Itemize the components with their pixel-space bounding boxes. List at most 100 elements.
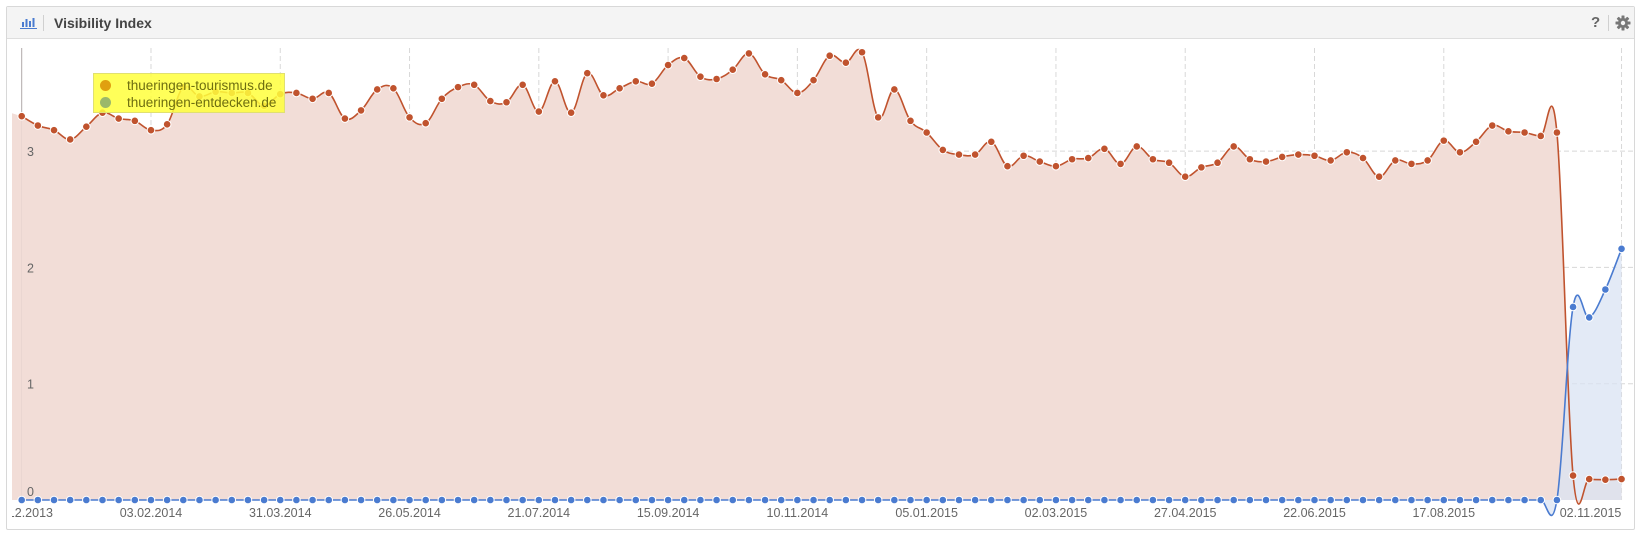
gear-icon[interactable] xyxy=(1615,15,1631,31)
data-point xyxy=(1584,474,1594,484)
panel-header: Visibility Index ? xyxy=(7,7,1634,39)
data-point xyxy=(1229,142,1238,151)
data-point xyxy=(938,495,948,505)
data-point xyxy=(1358,495,1368,505)
data-point xyxy=(1294,150,1303,159)
data-point xyxy=(615,83,624,93)
data-point xyxy=(1035,495,1045,505)
data-point xyxy=(162,120,172,129)
data-point xyxy=(1520,128,1529,137)
data-point xyxy=(954,150,964,159)
data-point xyxy=(1391,156,1400,165)
data-point xyxy=(211,495,220,505)
data-point xyxy=(130,116,140,126)
data-point xyxy=(1051,495,1061,505)
x-tick-label: 02.11.2015 xyxy=(1560,506,1622,520)
data-point xyxy=(1197,163,1206,172)
y-tick-label: 1 xyxy=(27,378,34,392)
data-point xyxy=(1601,285,1610,294)
data-point xyxy=(696,495,705,505)
data-point xyxy=(615,495,624,505)
legend-item-entdecken[interactable]: thueringen-entdecken.de xyxy=(100,93,276,111)
data-point xyxy=(1374,495,1384,505)
data-point xyxy=(1584,313,1594,322)
data-point xyxy=(469,495,479,505)
x-tick-label: 05.01.2015 xyxy=(895,506,958,520)
data-point xyxy=(583,68,592,78)
data-point xyxy=(1617,244,1626,254)
data-point xyxy=(1213,495,1222,505)
data-point xyxy=(1067,154,1077,164)
data-point xyxy=(1132,142,1142,151)
data-point xyxy=(227,495,237,505)
data-point xyxy=(486,96,495,106)
data-point xyxy=(146,495,156,505)
data-point xyxy=(1423,495,1432,505)
data-point xyxy=(1423,156,1432,165)
data-point xyxy=(1164,495,1174,505)
x-tick-label: 26.05.2014 xyxy=(378,506,441,520)
data-point xyxy=(1229,495,1238,505)
header-divider xyxy=(43,15,44,31)
data-point xyxy=(841,58,851,68)
data-point xyxy=(179,495,188,505)
x-tick-label: 02.03.2015 xyxy=(1025,506,1088,520)
data-point xyxy=(356,495,366,505)
data-point xyxy=(340,495,350,505)
data-point xyxy=(1067,495,1077,505)
data-point xyxy=(1261,495,1271,505)
data-point xyxy=(663,60,673,70)
data-point xyxy=(1261,157,1271,166)
data-point xyxy=(162,495,172,505)
bar-chart-icon xyxy=(20,18,37,29)
data-point xyxy=(1536,495,1546,505)
y-tick-label: 3 xyxy=(27,145,34,159)
data-point xyxy=(1487,495,1497,505)
data-point xyxy=(453,495,463,505)
data-point xyxy=(1520,495,1529,505)
data-point xyxy=(1197,495,1206,505)
header-divider xyxy=(1608,15,1609,31)
data-point xyxy=(1035,157,1045,166)
data-point xyxy=(98,495,107,505)
data-point xyxy=(1439,136,1449,145)
data-point xyxy=(308,495,317,505)
legend-item-tourismus[interactable]: thueringen-tourismus.de xyxy=(100,76,273,94)
legend-marker-icon xyxy=(100,79,111,91)
data-point xyxy=(1100,495,1109,505)
data-point xyxy=(17,111,27,121)
data-point xyxy=(324,88,334,98)
data-point xyxy=(922,495,931,505)
data-point xyxy=(33,121,43,130)
data-point xyxy=(534,495,544,505)
data-point xyxy=(292,88,301,98)
panel-title: Visibility Index xyxy=(54,15,152,31)
data-point xyxy=(566,495,576,505)
data-point xyxy=(1342,495,1352,505)
legend-label: thueringen-tourismus.de xyxy=(127,77,273,93)
data-point xyxy=(372,85,382,94)
data-point xyxy=(890,85,899,94)
data-point xyxy=(195,495,204,505)
data-point xyxy=(1407,495,1416,505)
legend-marker-icon xyxy=(100,96,111,108)
data-point xyxy=(1552,128,1562,137)
data-point xyxy=(987,137,996,147)
chart-legend: thueringen-tourismus.de thueringen-entde… xyxy=(93,73,285,113)
data-point xyxy=(906,495,915,505)
data-point xyxy=(1180,172,1190,181)
data-point xyxy=(421,495,431,505)
help-button[interactable]: ? xyxy=(1591,14,1601,31)
data-point xyxy=(825,51,835,61)
data-point xyxy=(1439,495,1449,505)
data-point xyxy=(243,495,253,505)
data-point xyxy=(1374,172,1384,181)
data-point xyxy=(1310,495,1319,505)
data-point xyxy=(857,495,867,505)
data-point xyxy=(1326,156,1335,165)
x-tick-label: 17.08.2015 xyxy=(1412,506,1475,520)
series-points xyxy=(17,47,1626,505)
data-point xyxy=(679,495,689,505)
data-point xyxy=(599,90,608,100)
